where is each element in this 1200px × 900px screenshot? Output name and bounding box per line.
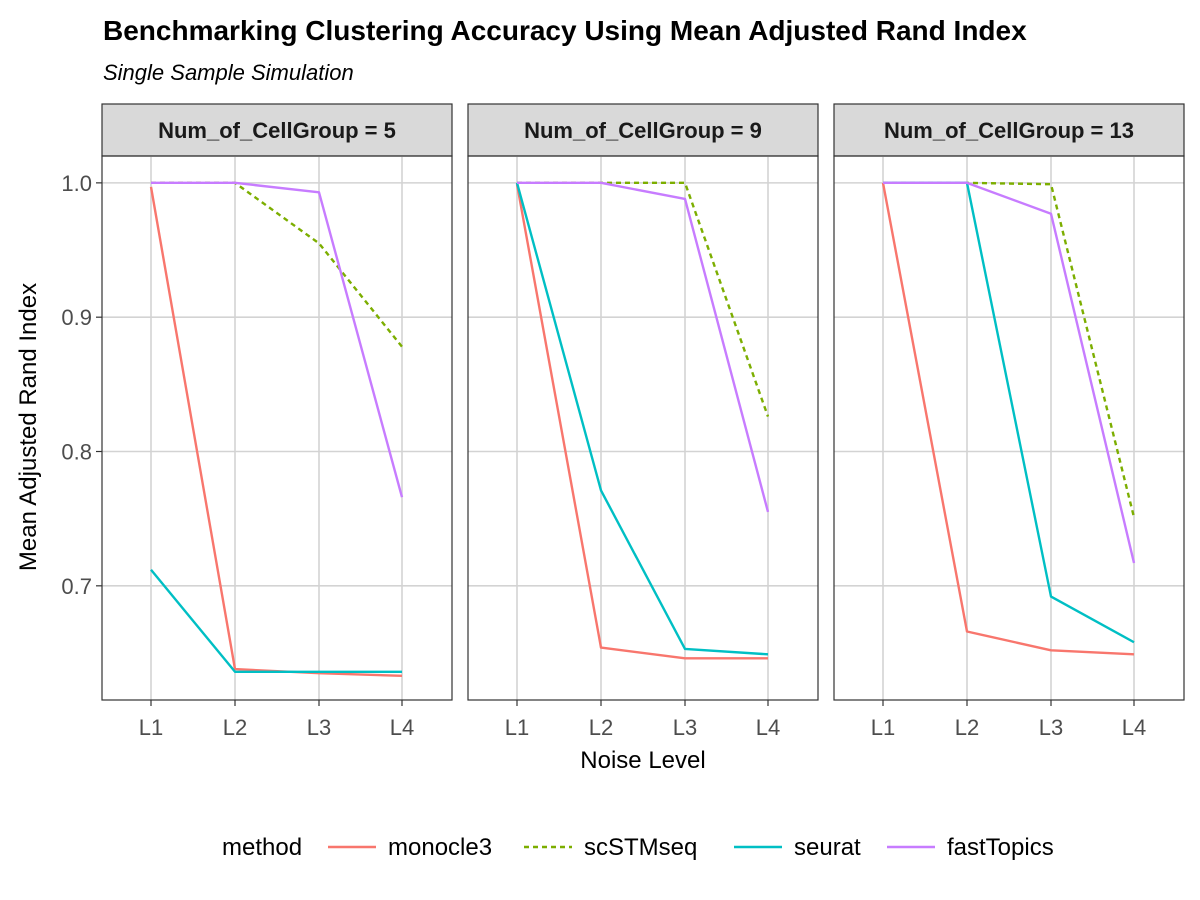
x-tick-label: L2 — [955, 715, 979, 740]
series-line-monocle3 — [515, 183, 768, 660]
series-line-fastTopics — [151, 181, 404, 498]
chart-subtitle: Single Sample Simulation — [103, 60, 354, 85]
x-tick-label: L1 — [139, 715, 163, 740]
x-axis-title: Noise Level — [580, 747, 705, 774]
facet-panel: Num_of_CellGroup = 5 L1 L2 L3 L4 0.7 0.8 0.9 1.0 — [61, 103, 453, 740]
y-tick-label: 0.8 — [61, 440, 92, 465]
x-tick-label: L3 — [1039, 715, 1063, 740]
facet-panel: Num_of_CellGroup = 13 L1 L2 L3 L4 — [833, 103, 1185, 740]
series-line-seurat — [150, 568, 402, 673]
y-tick-label: 0.9 — [61, 305, 92, 330]
facet-strip-label: Num_of_CellGroup = 5 — [158, 118, 396, 143]
legend-title: method — [222, 834, 302, 861]
series-line-scSTMseq — [151, 181, 403, 348]
x-tick-label: L1 — [871, 715, 895, 740]
series-line-seurat — [883, 181, 1135, 644]
series-line-monocle3 — [881, 182, 1135, 656]
series-line-fastTopics — [883, 181, 1136, 564]
x-tick-label: L1 — [505, 715, 529, 740]
x-tick-label: L4 — [756, 715, 780, 740]
x-tick-label: L3 — [673, 715, 697, 740]
facet-panels: Num_of_CellGroup = 5 L1 L2 L3 L4 0.7 0.8 0.9 1.0… — [61, 103, 1185, 740]
facet-strip-label: Num_of_CellGroup = 9 — [524, 118, 762, 143]
series-line-seurat — [515, 182, 769, 656]
x-tick-label: L3 — [307, 715, 331, 740]
facet-strip — [101, 103, 453, 157]
series-line-scSTMseq — [517, 181, 770, 417]
panel-border — [467, 155, 819, 701]
legend: method monocle3 scSTMseq seurat fastTopics — [222, 834, 1054, 861]
y-axis-title: Mean Adjusted Rand Index — [15, 283, 42, 571]
chart-title: Benchmarking Clustering Accuracy Using M… — [103, 15, 1027, 46]
legend-label: seurat — [794, 834, 861, 861]
legend-label: fastTopics — [947, 834, 1054, 861]
series-line-monocle3 — [149, 186, 403, 678]
y-tick-label: 1.0 — [61, 171, 92, 196]
y-tick-label: 0.7 — [61, 574, 92, 599]
legend-label: monocle3 — [388, 834, 492, 861]
legend-label: scSTMseq — [584, 834, 697, 861]
x-tick-label: L4 — [390, 715, 414, 740]
series-line-fastTopics — [517, 181, 770, 513]
x-tick-label: L2 — [589, 715, 613, 740]
facet-strip-label: Num_of_CellGroup = 13 — [884, 118, 1134, 143]
panel-border — [101, 155, 453, 701]
x-tick-label: L2 — [223, 715, 247, 740]
x-tick-label: L4 — [1122, 715, 1146, 740]
series-line-scSTMseq — [883, 181, 1136, 518]
panel-border — [833, 155, 1185, 701]
facet-panel: Num_of_CellGroup = 9 L1 L2 L3 L4 — [467, 103, 819, 740]
